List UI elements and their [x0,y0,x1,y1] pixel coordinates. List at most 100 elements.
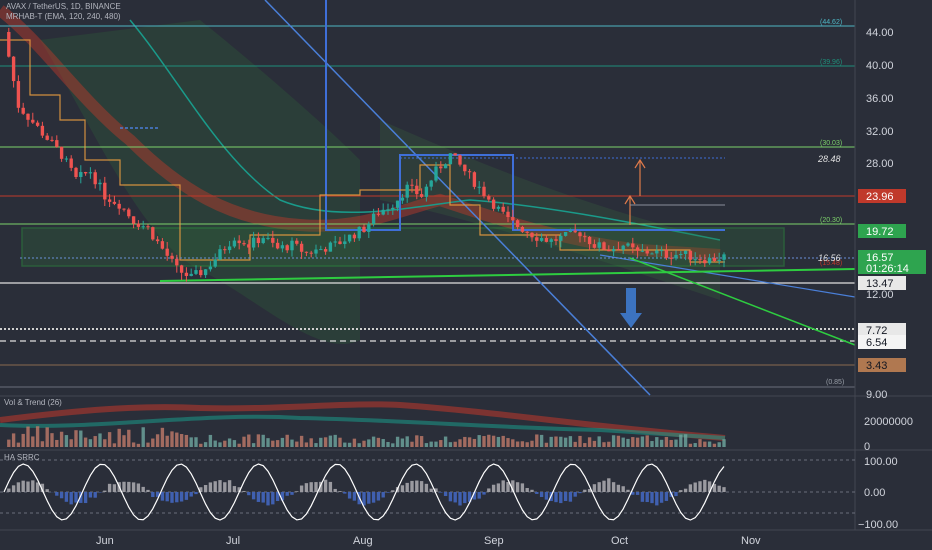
candle-body [103,182,107,200]
oscillator-bar [64,492,69,502]
oscillator-bar [31,480,35,492]
oscillator-bar [635,492,640,495]
volume-bar [208,434,213,447]
candle-body [223,249,227,251]
oscillator-bar [127,481,131,492]
candle-body [544,238,549,242]
candle-body [271,237,275,243]
axis-tick: 0.00 [864,487,885,499]
candle-body [439,166,443,169]
candle-body [88,172,93,174]
oscillator-bar [650,492,654,504]
volume-bar [391,443,395,447]
oscillator-bar [559,492,563,504]
candle-body [712,257,717,261]
volume-bar [45,427,49,447]
candle-body [554,239,558,241]
oscillator-bar [88,492,93,498]
candle-body [583,236,587,238]
volume-bar [146,442,150,447]
oscillator-bar [247,492,251,496]
candle-body [515,220,520,227]
oscillator-bar [213,481,217,492]
candle-body [467,171,472,173]
volume-bar [703,441,707,447]
oscillator-bar [295,491,299,492]
oscillator-pane-title[interactable]: HA SRRC [4,453,40,462]
candle-body [21,107,25,114]
volume-bar [213,440,217,447]
volume-bar [712,443,717,447]
trendline-green-down [629,257,856,346]
volume-bar [679,434,683,447]
axis-tick: 9.00 [866,389,887,401]
symbol-legend[interactable]: AVAX / TetherUS, 1D, BINANCE [6,2,121,11]
axis-tick: 100.00 [864,456,898,468]
oscillator-bar [69,492,73,505]
volume-bar [655,437,659,447]
tag-7-72: 7.72 [866,325,887,337]
volume-bar [319,437,323,447]
oscillator-bar [698,481,702,492]
volume-bar [275,440,280,447]
oscillator-bar [55,492,59,496]
volume-pane[interactable] [0,401,726,447]
volume-bar [443,436,448,447]
volume-bar [160,427,165,447]
volume-bar [352,438,357,447]
oscillator-bar [659,492,664,503]
oscillator-bar [199,487,203,492]
volume-bar [179,434,184,447]
oscillator-bar [626,489,630,492]
oscillator-bar [309,482,313,492]
price-axis[interactable]: 44.00 40.00 36.00 32.00 28.00 12.00 9.00… [858,27,926,401]
candle-body [611,249,616,252]
oscillator-axis[interactable]: 100.00 0.00 −100.00 [858,456,898,531]
volume-bar [271,440,275,447]
volume-bar [669,439,673,447]
candle-body [717,259,721,261]
candle-body [333,241,337,243]
oscillator-bar [256,492,261,502]
candle-body [405,184,409,198]
oscillator-bar [544,492,549,500]
volume-bar [203,442,208,447]
volume-axis[interactable]: 20000000 0 [864,416,913,453]
time-axis[interactable]: Jun Jul Aug Sep Oct Nov [96,535,761,547]
volume-pane-title[interactable]: Vol & Trend (26) [4,398,62,407]
tag-red: 23.96 [866,191,894,203]
candle-body [463,164,467,172]
oscillator-pane[interactable] [0,459,855,521]
candle-body [626,243,630,246]
volume-bar [69,439,73,447]
oscillator-bar [429,488,433,492]
volume-bar [21,433,25,447]
volume-bars [7,426,726,447]
oscillator-bar [410,480,414,492]
volume-bar [362,440,366,447]
volume-bar [285,434,289,447]
indicator-legend[interactable]: MRHAB-T (EMA, 120, 240, 480) [6,12,121,21]
candle-body [511,217,515,221]
candle-body [400,197,405,201]
candle-body [419,194,424,197]
price-pane[interactable] [0,0,856,396]
oscillator-bar [376,492,381,501]
oscillator-bar [122,481,126,492]
oscillator-bar [261,492,265,503]
oscillator-bar [319,481,323,492]
tag-white-bg [858,276,906,290]
oscillator-wave [3,463,725,521]
candle-body [314,249,318,254]
candle-body [683,250,688,254]
volume-bar [261,434,265,447]
oscillator-bar [333,488,337,492]
oscillator-bar [26,481,30,492]
candle-body [669,257,673,259]
candle-body [280,245,285,249]
oscillator-bar [165,492,169,502]
oscillator-bar [203,485,208,492]
volume-bar [621,437,625,447]
oscillator-bar [405,482,409,492]
